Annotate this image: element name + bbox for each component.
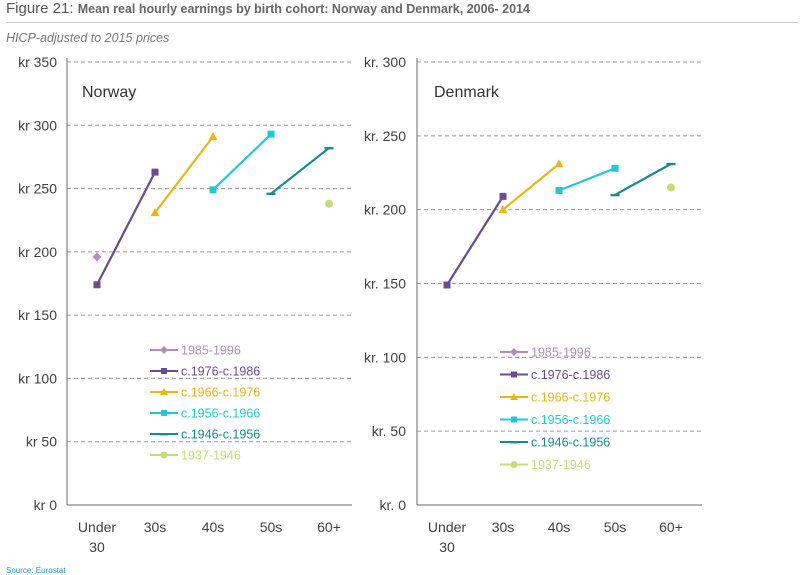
legend-label: c.1966-c.1976 (181, 386, 260, 400)
figure-title: Figure 21: Mean real hourly earnings by … (6, 0, 530, 17)
legend-swatch-marker (160, 433, 168, 436)
y-tick-label: kr. 200 (364, 202, 406, 218)
series-line (96, 171, 156, 286)
x-tick-label: 60+ (317, 519, 341, 535)
legend-label: 1937-1946 (531, 458, 591, 472)
legend-swatch-marker (510, 348, 518, 356)
y-tick-label: kr. 300 (364, 54, 406, 70)
x-tick-label-line: Under (428, 519, 466, 535)
legend-swatch-marker (511, 371, 517, 378)
series-line (614, 162, 672, 196)
data-point (150, 208, 160, 217)
figure-subtitle: HICP-adjusted to 2015 prices (6, 31, 170, 45)
data-point (266, 192, 276, 196)
series-line (502, 163, 560, 211)
legend-label: c.1956-c.1966 (181, 407, 260, 421)
data-point (610, 193, 620, 197)
y-tick-label: kr 300 (18, 117, 57, 133)
data-point (555, 186, 563, 194)
legend-label: c.1976-c.1986 (531, 368, 610, 382)
x-tick-label: 30s (144, 519, 167, 535)
legend-label: 1985-1996 (531, 346, 591, 360)
legend-label: c.1946-c.1956 (531, 436, 610, 450)
legend-swatch-marker (510, 461, 518, 468)
data-point (666, 162, 676, 166)
legend-swatch-marker (160, 388, 168, 395)
legend-swatch-marker (510, 441, 518, 444)
series-line (270, 147, 330, 195)
legend-label: c.1976-c.1986 (181, 365, 260, 379)
legend-swatch-marker (510, 393, 518, 400)
legend-swatch-marker (511, 416, 517, 423)
denmark-chart: kr. 0 kr. 50 kr. 100 kr. 150 kr. 200 kr. 250 k… (364, 54, 702, 555)
legend-label: c.1956-c.1966 (531, 413, 610, 427)
x-tick-label-line: Under (78, 519, 116, 535)
panel-title: Denmark (434, 84, 500, 101)
x-tick-label: Under 30 (78, 519, 116, 555)
data-point (498, 205, 508, 214)
legend-label: 1937-1946 (181, 449, 241, 463)
legend-label: 1985-1996 (181, 344, 241, 358)
x-tick-label: 50s (604, 519, 627, 535)
data-point (324, 147, 334, 150)
figure-number: Figure 21: (6, 0, 74, 17)
y-tick-label: kr. 250 (364, 128, 406, 144)
legend-label: c.1966-c.1976 (531, 391, 610, 405)
panel-title: Norway (82, 84, 136, 101)
legend-label: c.1946-c.1956 (181, 428, 260, 442)
norway-chart: kr 0 kr 50 kr 100 kr 150 kr 200 kr 250 kr 300 k… (18, 54, 352, 555)
data-point (92, 252, 102, 262)
series-line (446, 195, 504, 286)
data-point (611, 164, 619, 172)
y-tick-label: kr 350 (18, 54, 57, 70)
data-point (667, 183, 675, 192)
data-point (93, 281, 101, 289)
data-point (443, 281, 451, 289)
series-line (212, 133, 272, 191)
data-point (325, 199, 333, 208)
x-tick-label-line: 30 (439, 539, 455, 555)
x-tick-label: 40s (202, 519, 225, 535)
legend-swatch-marker (160, 346, 168, 354)
data-point (151, 168, 159, 176)
y-tick-label: kr 0 (34, 497, 58, 513)
y-tick-label: kr. 50 (372, 423, 406, 439)
x-tick-label: 40s (548, 519, 571, 535)
y-tick-label: kr. 0 (380, 497, 407, 513)
legend-swatch-marker (160, 451, 168, 459)
data-point (554, 159, 564, 168)
legend-swatch-marker (161, 410, 167, 416)
data-point (499, 192, 507, 200)
figure-title-text: Mean real hourly earnings by birth cohor… (77, 2, 530, 16)
title-divider (6, 22, 798, 23)
source-note: Source: Eurostat (6, 566, 66, 575)
y-tick-label: kr. 150 (364, 276, 406, 292)
y-tick-label: kr 100 (18, 370, 57, 386)
data-point (267, 130, 275, 138)
y-tick-label: kr 50 (26, 434, 57, 450)
data-point (209, 186, 217, 194)
legend-swatch-marker (161, 368, 167, 374)
x-tick-label: 30s (492, 519, 515, 535)
x-tick-label-line: 30 (89, 539, 105, 555)
x-tick-label: 50s (260, 519, 283, 535)
series-line (558, 167, 616, 192)
data-point (208, 132, 218, 141)
y-tick-label: kr 200 (18, 244, 57, 260)
y-tick-label: kr 150 (18, 307, 57, 323)
x-tick-label: Under 30 (428, 519, 466, 555)
y-tick-label: kr. 100 (364, 349, 406, 365)
x-tick-label: 60+ (659, 519, 683, 535)
series-line (154, 136, 214, 214)
y-tick-label: kr 250 (18, 181, 57, 197)
